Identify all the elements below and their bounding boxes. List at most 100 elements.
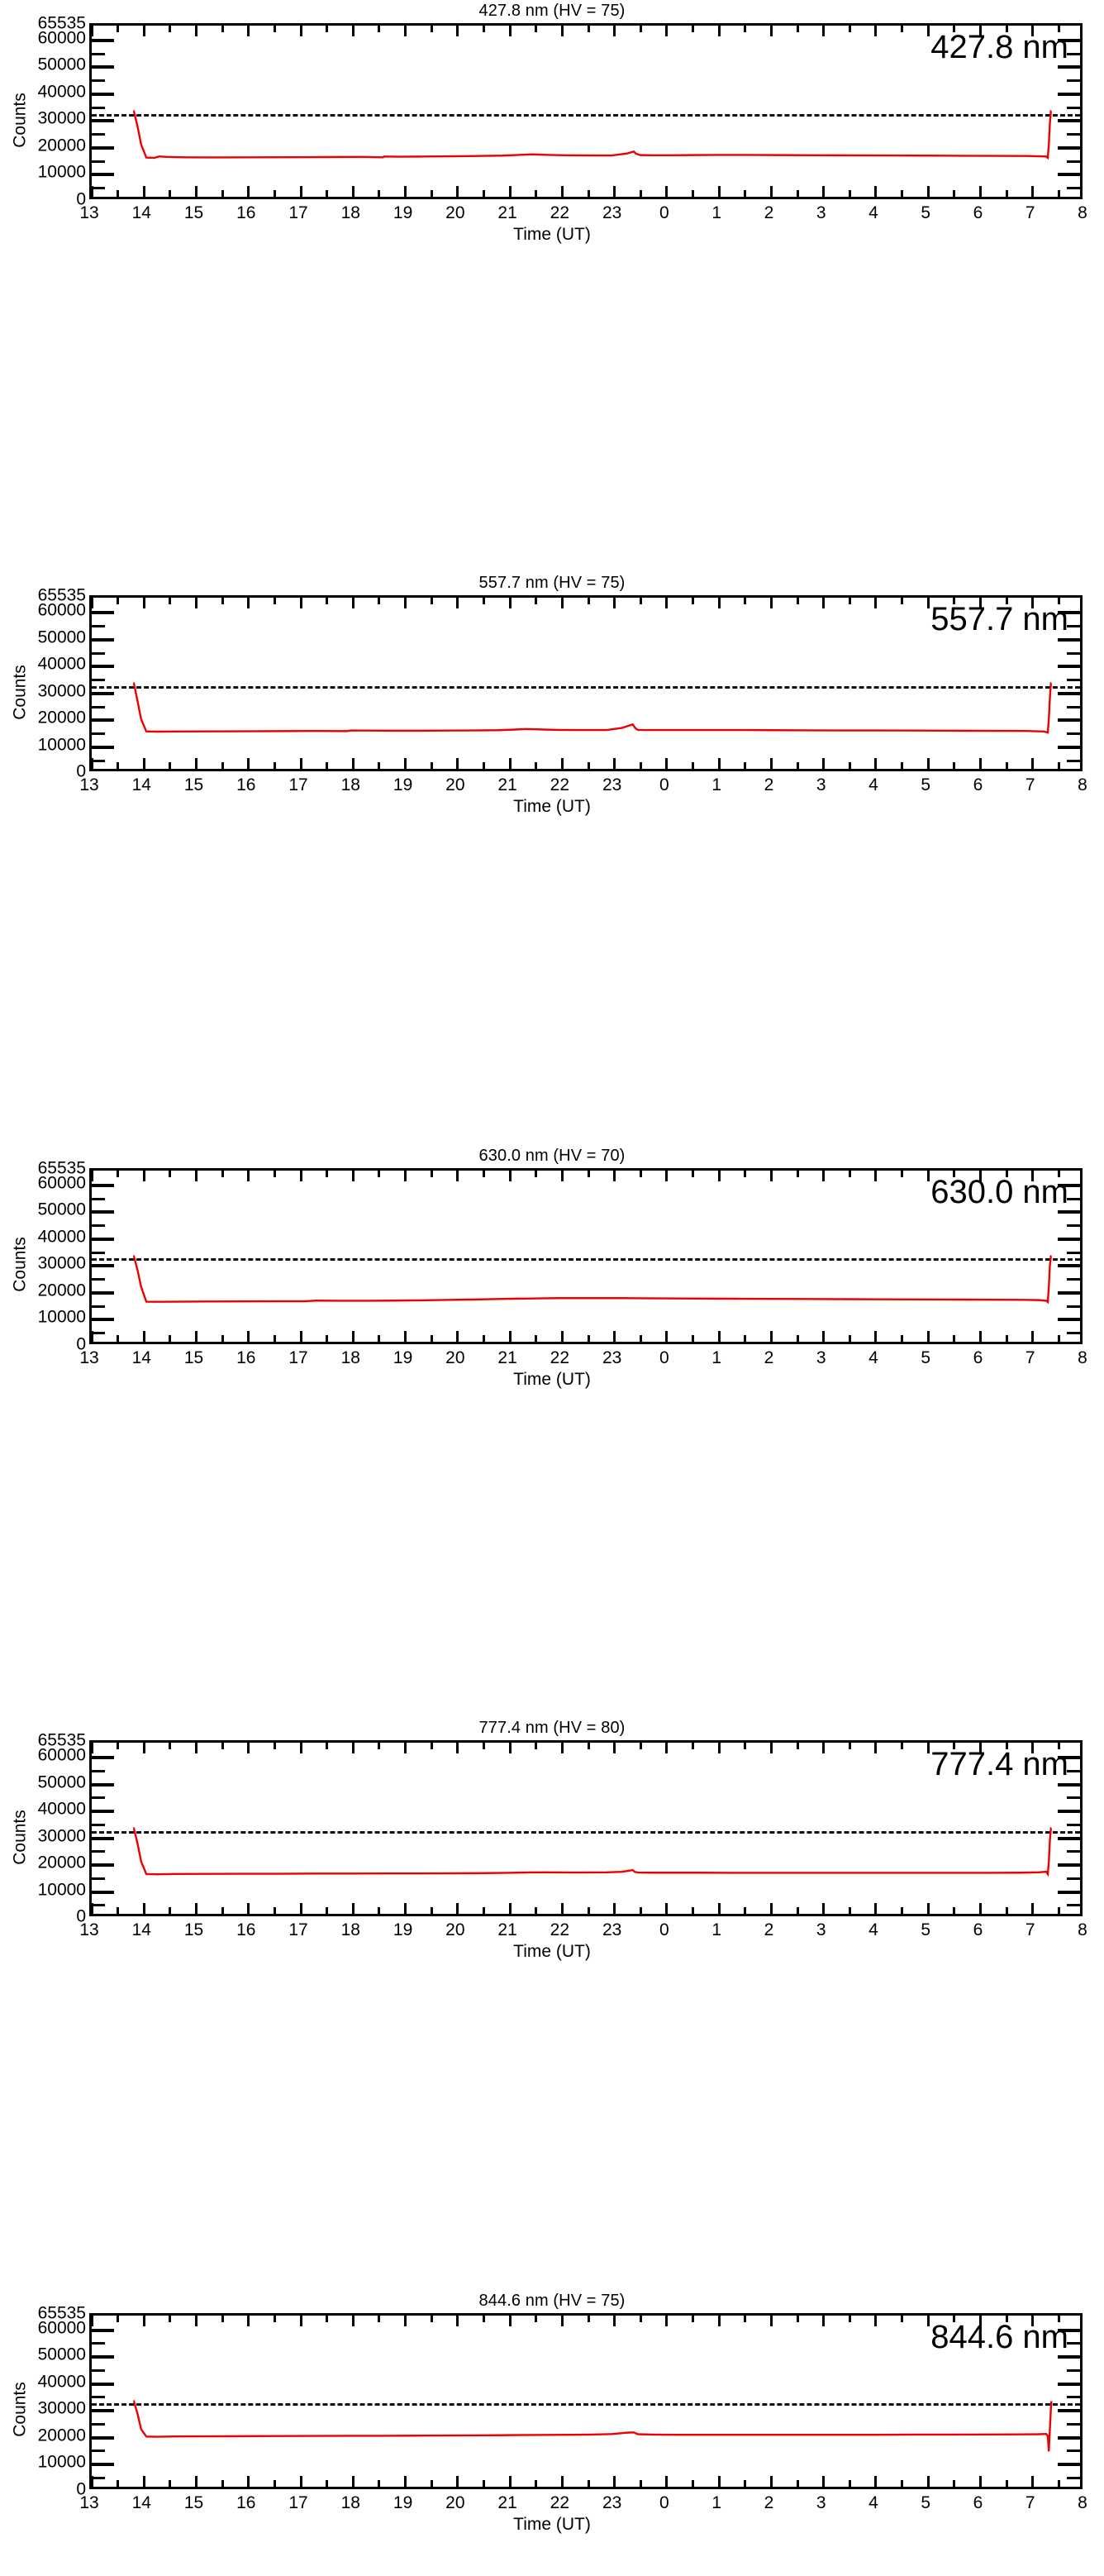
x-axis-tick	[1057, 26, 1060, 32]
y-tick-label: 30000	[37, 1826, 86, 1846]
x-axis-tick	[926, 758, 930, 770]
x-axis-tick	[587, 1170, 590, 1177]
x-tick-label: 22	[550, 775, 570, 795]
x-tick-label: 13	[79, 1920, 99, 1940]
data-series-line	[133, 1829, 1051, 1875]
y-axis-tick	[1067, 1251, 1080, 1254]
y-axis-tick	[1058, 65, 1080, 69]
x-axis-tick	[195, 758, 198, 770]
x-axis-tick	[326, 598, 329, 605]
x-axis-tick	[692, 1170, 695, 1177]
y-axis-tick	[1058, 691, 1080, 695]
x-axis-tick	[848, 1170, 851, 1177]
y-axis-tick	[92, 718, 114, 723]
x-tick-label: 18	[340, 2493, 360, 2512]
y-axis-tick	[92, 187, 105, 190]
x-axis-tick	[142, 598, 145, 609]
x-axis-tick	[117, 1170, 120, 1177]
y-axis-tick	[92, 38, 114, 42]
x-axis-tick	[1057, 190, 1060, 197]
x-axis-tick	[195, 1330, 198, 1342]
x-axis-tick	[744, 598, 747, 605]
y-axis-tick	[1058, 1290, 1080, 1295]
x-axis-tick	[430, 1170, 433, 1177]
y-axis-tick	[1067, 187, 1080, 190]
x-axis-tick	[692, 26, 695, 32]
y-tick-label: 10000	[37, 162, 86, 182]
x-axis-tick	[560, 598, 564, 609]
x-axis-tick	[430, 190, 433, 197]
x-axis-tick	[1031, 758, 1035, 770]
x-axis-tick	[978, 26, 982, 36]
x-axis-tick	[560, 1330, 564, 1342]
y-axis-tick	[1058, 173, 1080, 177]
y-axis-tick-labels: 0 10000 20000 30000 40000 50000 60000 65535	[0, 1732, 86, 1925]
x-axis-tick	[299, 1170, 302, 1181]
x-tick-label: 8	[1078, 1920, 1087, 1940]
x-tick-label: 16	[236, 775, 256, 795]
data-series-line	[133, 684, 1051, 733]
data-layer	[92, 1743, 1080, 1914]
y-tick-label: 30000	[37, 1253, 86, 1273]
x-axis-tick	[901, 1170, 904, 1177]
x-axis-tick	[535, 26, 538, 32]
x-tick-label: 14	[131, 203, 151, 222]
x-axis-tick	[587, 1334, 590, 1342]
x-tick-label: 22	[550, 1348, 570, 1367]
x-tick-label: 3	[816, 2493, 826, 2512]
x-axis-tick	[769, 1170, 773, 1181]
x-axis-tick	[221, 1170, 224, 1177]
x-axis-tick	[769, 1330, 773, 1342]
x-axis-tick	[613, 1330, 616, 1342]
y-tick-label: 60000	[37, 1173, 86, 1193]
x-axis-title: Time (UT)	[513, 797, 591, 817]
x-axis-tick	[769, 758, 773, 770]
x-axis-tick	[299, 598, 302, 609]
x-axis-tick	[482, 1170, 485, 1177]
x-axis-tick	[535, 598, 538, 605]
x-tick-label: 20	[445, 1348, 465, 1367]
x-axis-tick	[848, 26, 851, 32]
x-axis-tick	[92, 1170, 93, 1181]
x-axis-tick	[482, 26, 485, 32]
x-tick-label: 20	[445, 1920, 465, 1940]
x-axis-tick	[247, 758, 250, 770]
x-tick-label: 21	[497, 1920, 517, 1940]
y-tick-label: 40000	[37, 82, 86, 102]
x-axis-tick	[926, 1170, 930, 1181]
x-axis-tick	[456, 1330, 459, 1342]
y-axis-tick	[1067, 679, 1080, 682]
x-axis-title: Time (UT)	[513, 2514, 591, 2534]
x-tick-label: 23	[602, 1920, 622, 1940]
x-axis-tick	[195, 26, 198, 36]
y-axis-tick	[92, 1210, 114, 1214]
y-axis-tick	[92, 1183, 114, 1187]
y-axis-tick-labels: 0 10000 20000 30000 40000 50000 60000 65535	[0, 15, 86, 208]
x-axis-tick	[560, 1170, 564, 1181]
x-axis-tick	[587, 190, 590, 197]
x-axis-tick	[351, 758, 355, 770]
x-tick-label: 14	[131, 1920, 151, 1940]
x-tick-label: 20	[445, 2493, 465, 2512]
x-axis-tick	[717, 1330, 721, 1342]
x-axis-tick	[378, 26, 381, 32]
plot-frame: 630.0 nm	[89, 1167, 1083, 1344]
x-axis-tick	[456, 1170, 459, 1181]
x-tick-label: 3	[816, 775, 826, 795]
y-axis-tick	[1058, 1318, 1080, 1322]
x-axis-tick	[508, 26, 512, 36]
x-tick-label: 6	[973, 1348, 983, 1367]
x-axis-tick	[978, 1170, 982, 1181]
x-axis-tick	[1005, 1334, 1008, 1342]
x-axis-tick	[456, 186, 459, 197]
x-axis-tick	[273, 1334, 276, 1342]
x-axis-tick	[744, 26, 747, 32]
y-axis-tick	[1067, 1305, 1080, 1308]
data-layer	[92, 1171, 1080, 1342]
x-tick-label: 16	[236, 1348, 256, 1367]
saturation-threshold-line	[92, 1258, 1080, 1262]
x-axis-tick	[874, 1170, 878, 1181]
x-axis-tick	[326, 190, 329, 197]
y-tick-label: 50000	[37, 1772, 86, 1792]
x-axis-tick	[639, 26, 642, 32]
